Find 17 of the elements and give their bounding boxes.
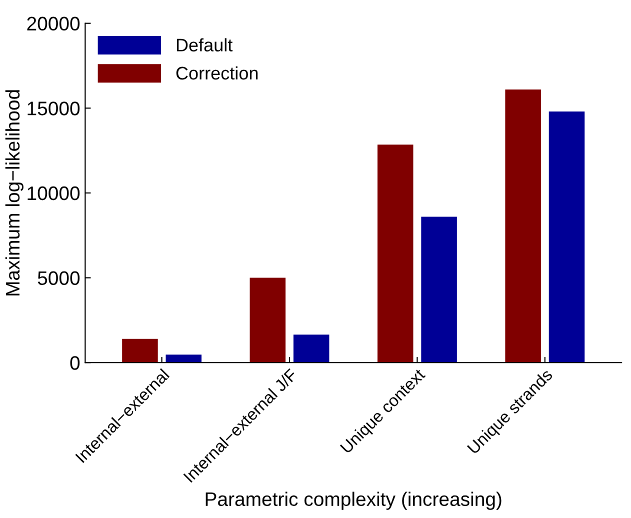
x-axis-title: Parametric complexity (increasing): [206, 492, 502, 510]
y-tick-label: 5000: [38, 271, 80, 286]
bar: [293, 334, 330, 363]
y-tick-label: 0: [70, 356, 80, 370]
y-tick-label: 15000: [28, 102, 80, 116]
legend-label: Correction: [176, 66, 258, 80]
y-tick-label: 10000: [28, 186, 80, 200]
bar: [377, 144, 414, 363]
bar: [250, 278, 286, 363]
bar: [122, 338, 158, 363]
bar: [548, 112, 585, 363]
y-tick-label: 20000: [27, 16, 80, 31]
y-axis-title: Maximum log−likelihood: [5, 90, 24, 296]
legend-label: Default: [176, 38, 233, 52]
bar: [505, 89, 541, 363]
bar: [166, 354, 202, 363]
bar: [421, 216, 457, 363]
